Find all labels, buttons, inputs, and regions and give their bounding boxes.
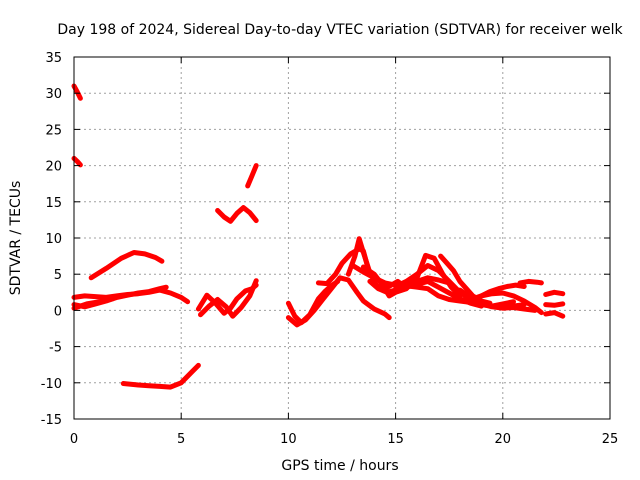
y-tick-label: 10 xyxy=(45,232,62,247)
y-tick-label: -15 xyxy=(41,413,62,428)
chart-title: Day 198 of 2024, Sidereal Day-to-day VTE… xyxy=(57,22,623,38)
series-line-arc-ab xyxy=(543,310,566,319)
y-axis-label: SDTVAR / TECUs xyxy=(8,181,24,296)
axis-ticks: 0 5 10 15 20 25 -15 -10 -5 0 5 10 15 20 25 30 35 xyxy=(41,51,619,447)
series-line-arc-w xyxy=(457,287,538,313)
x-tick-label: 10 xyxy=(280,432,297,447)
series-line-arc-o xyxy=(345,236,407,293)
series-line-arc-g xyxy=(120,362,201,390)
series-line-arc-a xyxy=(71,83,83,101)
series-line-arc-aa xyxy=(543,301,566,308)
series-line-arc-y xyxy=(517,278,544,286)
y-tick-label: 15 xyxy=(45,196,62,211)
series-line-arc-f xyxy=(71,296,116,311)
grid xyxy=(74,57,610,419)
series-line-arc-i xyxy=(245,163,259,189)
series-line-arc-x xyxy=(478,282,527,299)
y-tick-label: 20 xyxy=(45,160,62,175)
series-line-arc-h xyxy=(215,205,259,224)
y-tick-label: -5 xyxy=(49,341,62,356)
x-tick-label: 25 xyxy=(602,432,619,447)
series-layer xyxy=(71,83,566,390)
x-tick-label: 20 xyxy=(495,432,512,447)
series-line-arc-b xyxy=(71,155,83,168)
x-tick-label: 0 xyxy=(70,432,78,447)
y-tick-label: 35 xyxy=(45,51,62,66)
y-tick-label: 0 xyxy=(54,304,62,319)
x-axis-label: GPS time / hours xyxy=(281,458,398,474)
x-tick-label: 15 xyxy=(387,432,404,447)
y-tick-label: 30 xyxy=(45,87,62,102)
x-tick-label: 5 xyxy=(177,432,185,447)
y-tick-label: 5 xyxy=(54,268,62,283)
series-line-arc-k xyxy=(198,278,259,319)
series-line-arc-z xyxy=(543,289,566,297)
y-tick-label: 25 xyxy=(45,123,62,138)
y-tick-label: -10 xyxy=(41,377,62,392)
series-line-arc-c xyxy=(88,250,165,281)
series-line-arc-m xyxy=(285,275,392,328)
